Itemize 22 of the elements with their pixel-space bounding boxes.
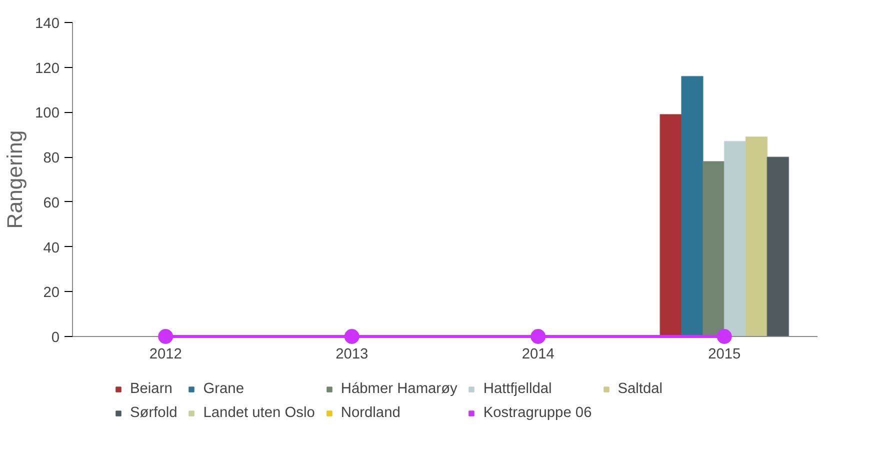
legend-label: Sørfold [130, 405, 178, 421]
y-tick-label: 40 [43, 240, 60, 256]
y-axis-title: Rangering [3, 130, 28, 229]
x-tick-label: 2012 [149, 346, 182, 362]
y-tick-label: 100 [35, 106, 60, 122]
legend-label: Hábmer Hamarøy [340, 381, 458, 397]
legend-label: Nordland [340, 405, 400, 421]
legend-label: Saltdal [618, 381, 663, 397]
legend-label: Kostragruppe 06 [483, 405, 592, 421]
x-tick-label: 2015 [708, 346, 741, 362]
x-tick-label: 2013 [336, 346, 368, 362]
y-tick-label: 80 [43, 150, 60, 167]
legend-label: Landet uten Oslo [203, 405, 315, 421]
y-tick-label: 20 [43, 285, 60, 302]
y-tick-label: 60 [43, 195, 60, 212]
legend-label: Grane [203, 381, 244, 397]
x-tick-label: 2014 [522, 346, 554, 362]
y-tick-label: 0 [51, 330, 60, 346]
legend-label: Beiarn [130, 381, 172, 397]
y-tick-label: 140 [35, 16, 60, 32]
y-tick-label: 120 [35, 60, 60, 77]
legend-label: Hattfjelldal [483, 381, 552, 397]
